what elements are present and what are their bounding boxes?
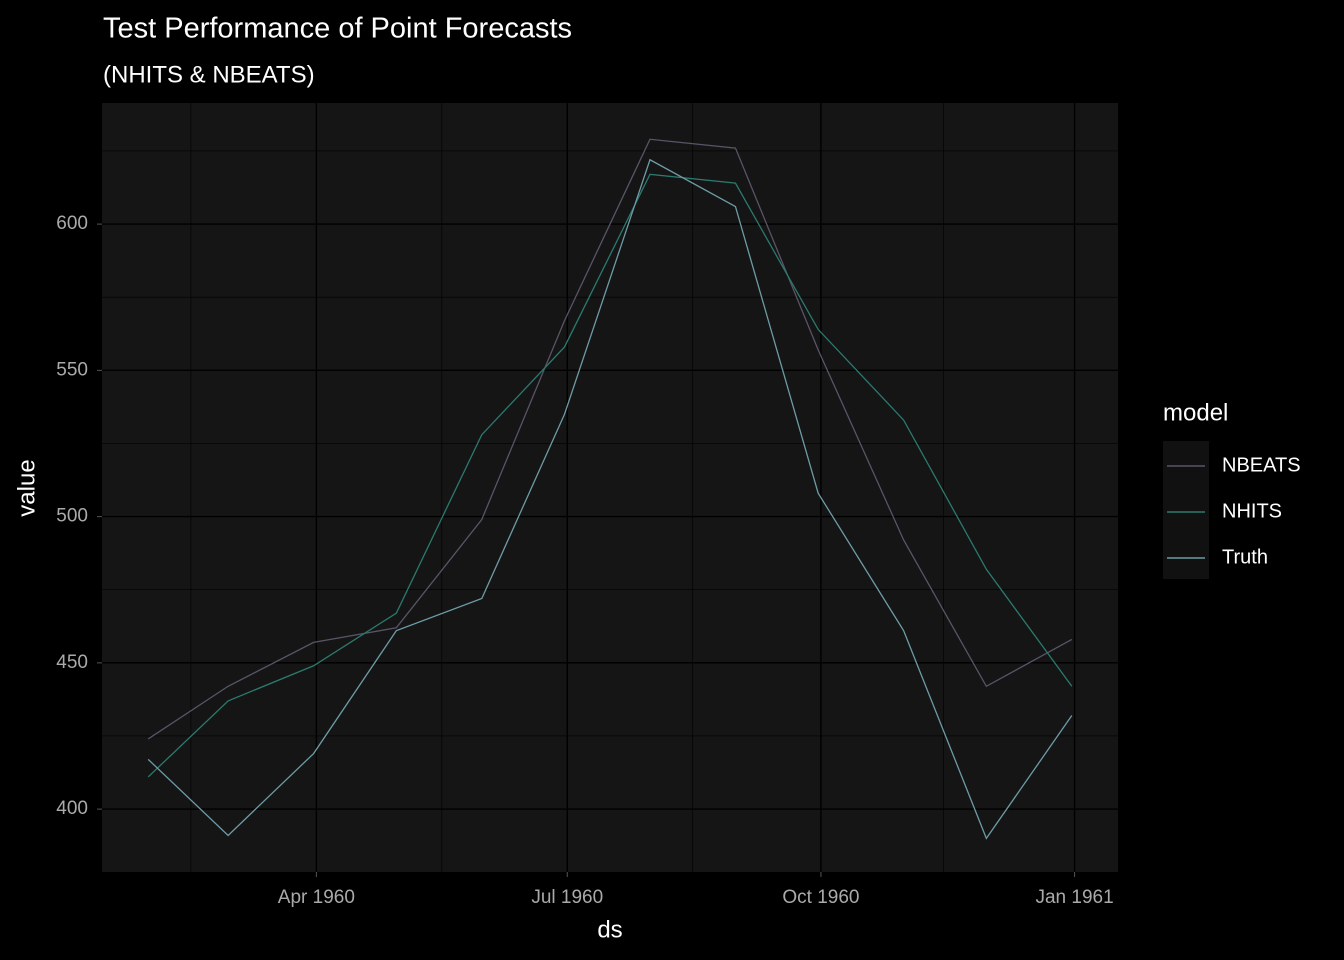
y-tick-label: 400	[56, 798, 88, 819]
legend-label: Truth	[1222, 546, 1268, 568]
chart-subtitle: (NHITS & NBEATS)	[103, 61, 315, 88]
series-line	[147, 158, 1073, 840]
series-line	[147, 173, 1073, 778]
y-axis-label: value	[13, 459, 40, 516]
y-tick-label: 500	[56, 506, 88, 527]
panel	[102, 103, 1118, 872]
series-line	[147, 138, 1073, 740]
y-tick-label: 600	[56, 213, 88, 234]
chart-title: Test Performance of Point Forecasts	[103, 13, 572, 45]
y-tick-label: 450	[56, 652, 88, 673]
y-tick-label: 550	[56, 359, 88, 380]
x-tick-label: Oct 1960	[782, 887, 859, 908]
legend-label: NHITS	[1222, 500, 1282, 522]
legend-label: NBEATS	[1222, 454, 1301, 476]
x-tick-label: Jan 1961	[1035, 887, 1113, 908]
legend-title: model	[1163, 399, 1228, 426]
x-tick-label: Apr 1960	[278, 887, 355, 908]
x-tick-label: Jul 1960	[531, 887, 603, 908]
legend-key-bg	[1163, 441, 1209, 579]
x-axis-label: ds	[597, 916, 622, 943]
